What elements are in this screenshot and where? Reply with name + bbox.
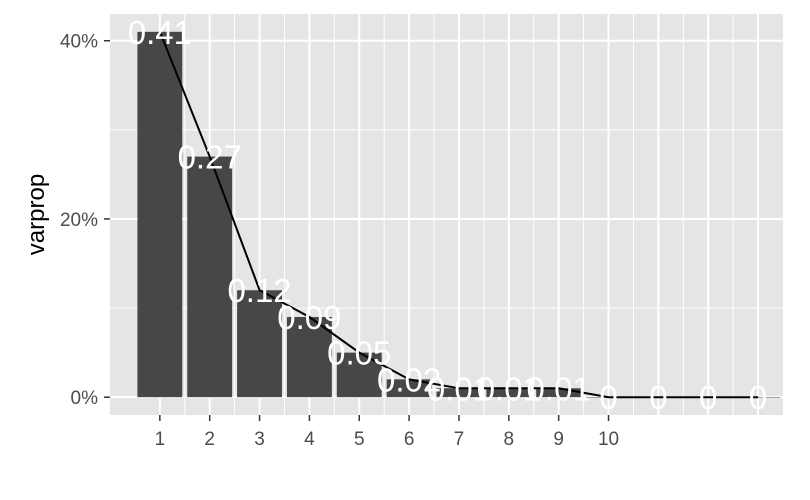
x-tick-label: 10 <box>598 429 619 450</box>
bar <box>187 156 233 398</box>
data-labels: 0.410.270.120.090.050.020.010.010.01 0 0 0 0 <box>128 14 768 416</box>
x-tick-label: 3 <box>254 429 265 450</box>
bar <box>536 388 582 398</box>
bar <box>436 388 482 398</box>
data-label: 0.01 <box>477 370 541 407</box>
x-tick-label: 4 <box>304 429 315 450</box>
bar <box>237 290 282 398</box>
y-tick-label: 0% <box>71 388 99 409</box>
y-tick-label: 40% <box>60 32 98 53</box>
x-tick-label: 7 <box>454 429 465 450</box>
x-tick-label: 8 <box>504 429 515 450</box>
data-label: 0.01 <box>427 370 491 407</box>
data-label: 0.02 <box>377 361 441 398</box>
x-tick-label: 1 <box>155 429 166 450</box>
bar <box>137 31 183 398</box>
bar <box>386 379 432 398</box>
data-label: 0.05 <box>327 335 391 372</box>
data-label: 0 <box>599 379 617 416</box>
trend-line <box>158 31 759 399</box>
x-tick-label: 5 <box>354 429 365 450</box>
minor-gridlines <box>110 14 783 415</box>
data-label: 0 <box>749 379 767 416</box>
bars <box>137 31 781 398</box>
y-axis-title: varprop <box>23 174 50 255</box>
y-tick-labels: 0% 20% 40% <box>60 32 98 409</box>
x-tick-labels: 1 2 3 4 5 6 7 8 9 10 <box>155 429 620 450</box>
data-label: 0.12 <box>227 272 291 309</box>
data-label: 0 <box>649 379 667 416</box>
y-tick-label: 20% <box>60 210 98 231</box>
bar <box>486 388 532 398</box>
data-label: 0.41 <box>128 14 192 51</box>
data-label: 0.27 <box>178 139 242 176</box>
x-tick-label: 9 <box>553 429 564 450</box>
data-label: 0.01 <box>527 370 591 407</box>
data-label: 0 <box>699 379 717 416</box>
axis-ticks <box>104 39 610 421</box>
data-label: 0.09 <box>277 299 341 336</box>
bar <box>286 316 332 398</box>
x-tick-label: 6 <box>404 429 415 450</box>
x-tick-label: 2 <box>204 429 215 450</box>
